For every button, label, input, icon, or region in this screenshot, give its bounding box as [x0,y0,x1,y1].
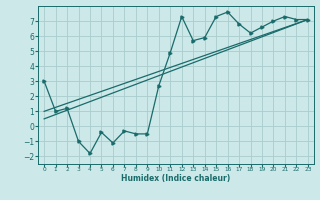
X-axis label: Humidex (Indice chaleur): Humidex (Indice chaleur) [121,174,231,183]
